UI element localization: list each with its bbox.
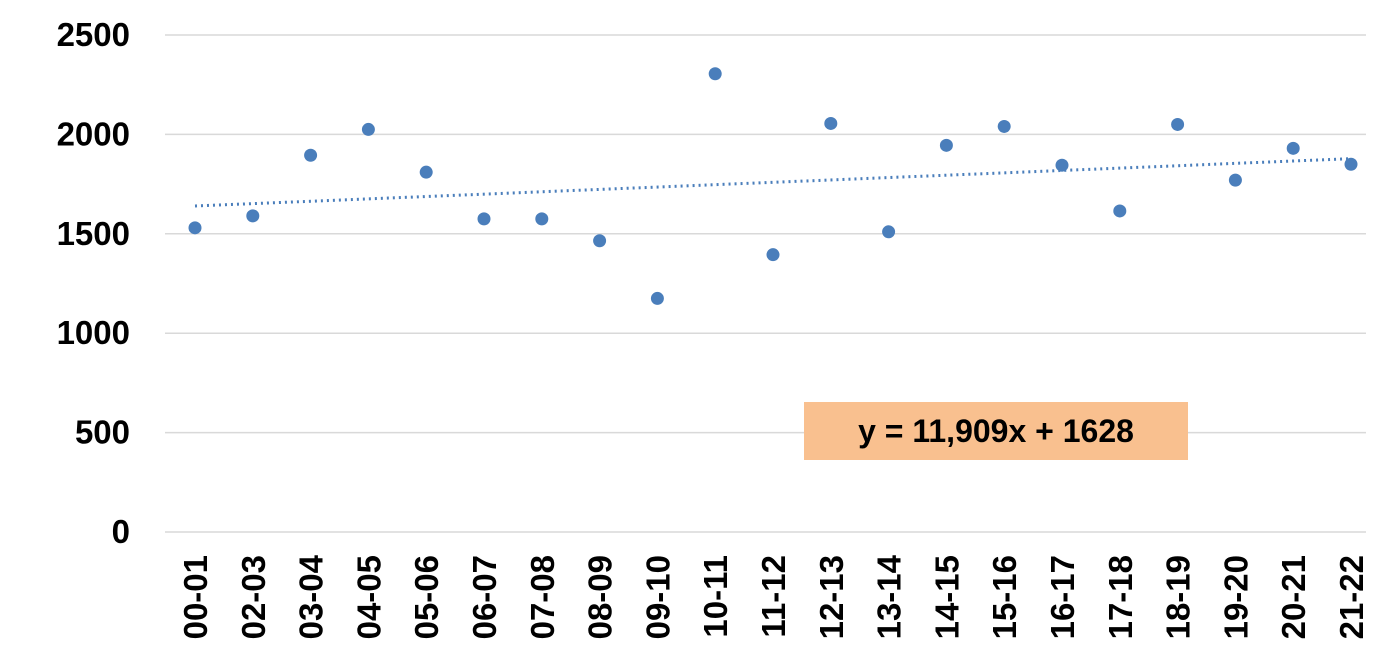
data-point	[766, 248, 780, 262]
x-tick-label: 18-19	[1160, 555, 1197, 639]
data-point	[650, 291, 664, 305]
y-tick-label: 500	[75, 414, 130, 451]
x-tick-label: 17-18	[1102, 555, 1139, 639]
x-tick-label: 11-12	[755, 555, 792, 638]
data-point	[593, 234, 607, 248]
x-tick-label: 10-11	[697, 555, 734, 638]
y-tick-label: 2500	[57, 16, 130, 53]
data-point	[246, 209, 260, 223]
data-point	[708, 67, 722, 81]
data-points	[188, 67, 1358, 305]
data-point	[477, 212, 491, 226]
data-point	[1113, 204, 1127, 218]
x-axis-tick-labels: 00-01 02-03 03-04 04-05 05-06 06-07 07-08 08-09…	[177, 554, 1370, 639]
x-tick-label: 12-13	[813, 555, 850, 639]
data-point	[419, 165, 433, 179]
data-point	[1171, 117, 1185, 131]
x-tick-label: 14-15	[928, 555, 965, 639]
y-tick-label: 0	[112, 513, 130, 550]
x-tick-label: 06-07	[466, 555, 503, 639]
x-tick-label: 21-22	[1333, 555, 1370, 639]
data-point	[188, 221, 202, 235]
x-tick-label: 03-04	[293, 554, 330, 639]
trendline-equation: y = 11,909x + 1628	[804, 402, 1188, 460]
data-point	[361, 122, 375, 136]
data-point	[1228, 173, 1242, 187]
x-tick-label: 16-17	[1044, 555, 1081, 639]
y-tick-label: 1000	[57, 314, 130, 351]
data-point	[939, 138, 953, 152]
data-point	[824, 116, 838, 130]
data-point	[1055, 158, 1069, 172]
y-tick-label: 2000	[57, 115, 130, 152]
x-tick-label: 09-10	[639, 555, 676, 639]
data-point	[304, 148, 318, 162]
data-point	[1286, 141, 1300, 155]
x-tick-label: 13-14	[871, 554, 908, 639]
x-tick-label: 02-03	[235, 555, 272, 639]
data-point	[997, 119, 1011, 133]
trendline	[194, 157, 1352, 208]
x-tick-label: 07-08	[524, 555, 561, 639]
data-point	[1344, 157, 1358, 171]
x-tick-label: 20-21	[1275, 555, 1312, 639]
x-tick-label: 05-06	[408, 555, 445, 639]
x-tick-label: 04-05	[350, 555, 387, 639]
data-point	[882, 225, 896, 239]
x-tick-label: 19-20	[1217, 555, 1254, 639]
y-tick-label: 1500	[57, 215, 130, 252]
y-axis-tick-labels: 0 500 1000 1500 2000 2500	[57, 16, 130, 550]
x-tick-label: 08-09	[582, 555, 619, 639]
data-point	[535, 212, 549, 226]
x-tick-label: 15-16	[986, 555, 1023, 639]
x-tick-label: 00-01	[177, 555, 214, 639]
